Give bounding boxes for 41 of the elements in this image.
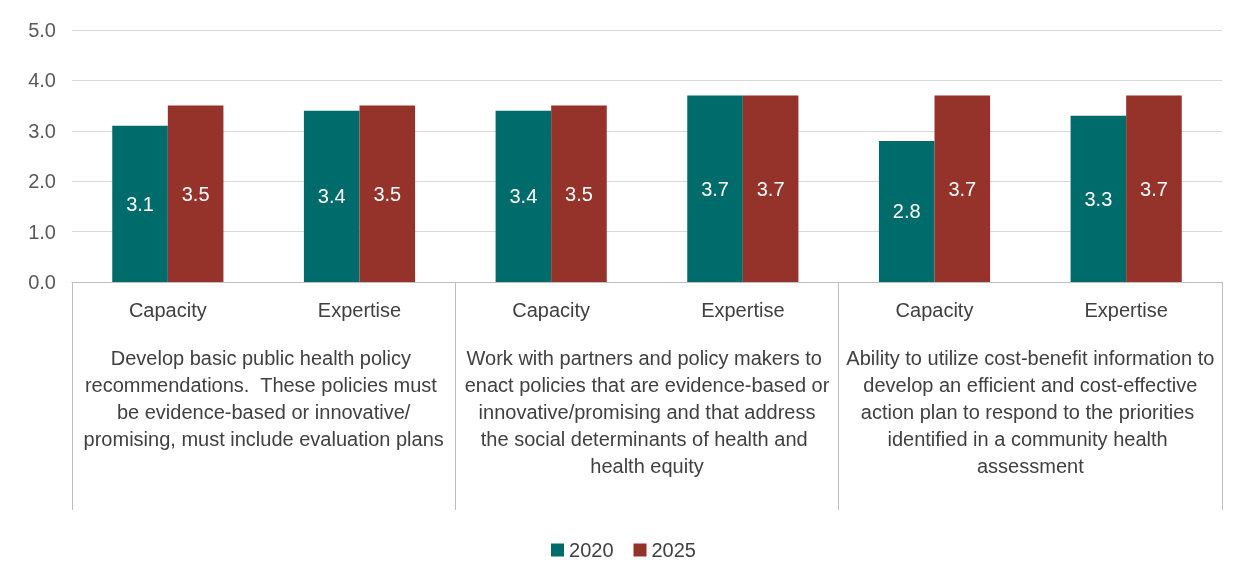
legend-label: 2020 bbox=[569, 539, 614, 561]
bar bbox=[878, 140, 935, 282]
y-tick-label: 0.0 bbox=[28, 271, 56, 293]
legend-label: 2025 bbox=[651, 539, 696, 561]
x-tick-label: Expertise bbox=[701, 299, 785, 321]
bar bbox=[687, 95, 743, 282]
data-label: 3.5 bbox=[181, 182, 210, 205]
y-tick-label: 4.0 bbox=[28, 69, 56, 92]
bar bbox=[551, 105, 607, 282]
data-label: 3.3 bbox=[1084, 187, 1113, 210]
data-label: 3.5 bbox=[565, 182, 593, 205]
data-label: 3.7 bbox=[756, 177, 785, 200]
x-tick-label: Capacity bbox=[895, 299, 974, 321]
bar bbox=[167, 105, 224, 282]
data-label: 3.7 bbox=[1140, 177, 1168, 200]
bar bbox=[1126, 95, 1182, 282]
x-tick-label: Expertise bbox=[317, 299, 402, 321]
data-label: 3.4 bbox=[317, 185, 346, 208]
bar bbox=[359, 105, 416, 282]
bar bbox=[1070, 115, 1127, 282]
bar bbox=[112, 125, 168, 282]
text: Work with partners and policy makers to enact policies that are evidence-based or innovative/promising and that address the social determinants of health and health equity bbox=[464, 346, 830, 477]
bar bbox=[934, 95, 991, 282]
x-tick-label: Capacity bbox=[512, 299, 591, 321]
y-tick-label: 3.0 bbox=[28, 119, 56, 142]
bar bbox=[303, 110, 360, 282]
data-label: 3.1 bbox=[126, 192, 154, 215]
text: Develop basic public health policy recommendations. These policies must be evidence-based or innovative/promising, must include evaluation plans bbox=[83, 346, 444, 450]
data-label: 3.7 bbox=[701, 177, 729, 200]
data-label: 2.8 bbox=[892, 200, 921, 223]
data-label: 3.4 bbox=[509, 185, 538, 208]
y-tick-label: 1.0 bbox=[28, 220, 56, 243]
x-tick-label: Capacity bbox=[128, 299, 207, 321]
bar bbox=[495, 110, 552, 282]
x-tick-label: Expertise bbox=[1084, 299, 1168, 321]
y-tick-label: 5.0 bbox=[28, 19, 56, 41]
bar bbox=[742, 95, 799, 282]
data-label: 3.7 bbox=[948, 177, 977, 200]
y-tick-label: 2.0 bbox=[28, 170, 56, 193]
data-label: 3.5 bbox=[373, 182, 402, 205]
text: Ability to utilize cost-benefit information to develop an efficient and cost-effective action plan to respond to the priorities identified in a community health assessment bbox=[846, 346, 1215, 477]
